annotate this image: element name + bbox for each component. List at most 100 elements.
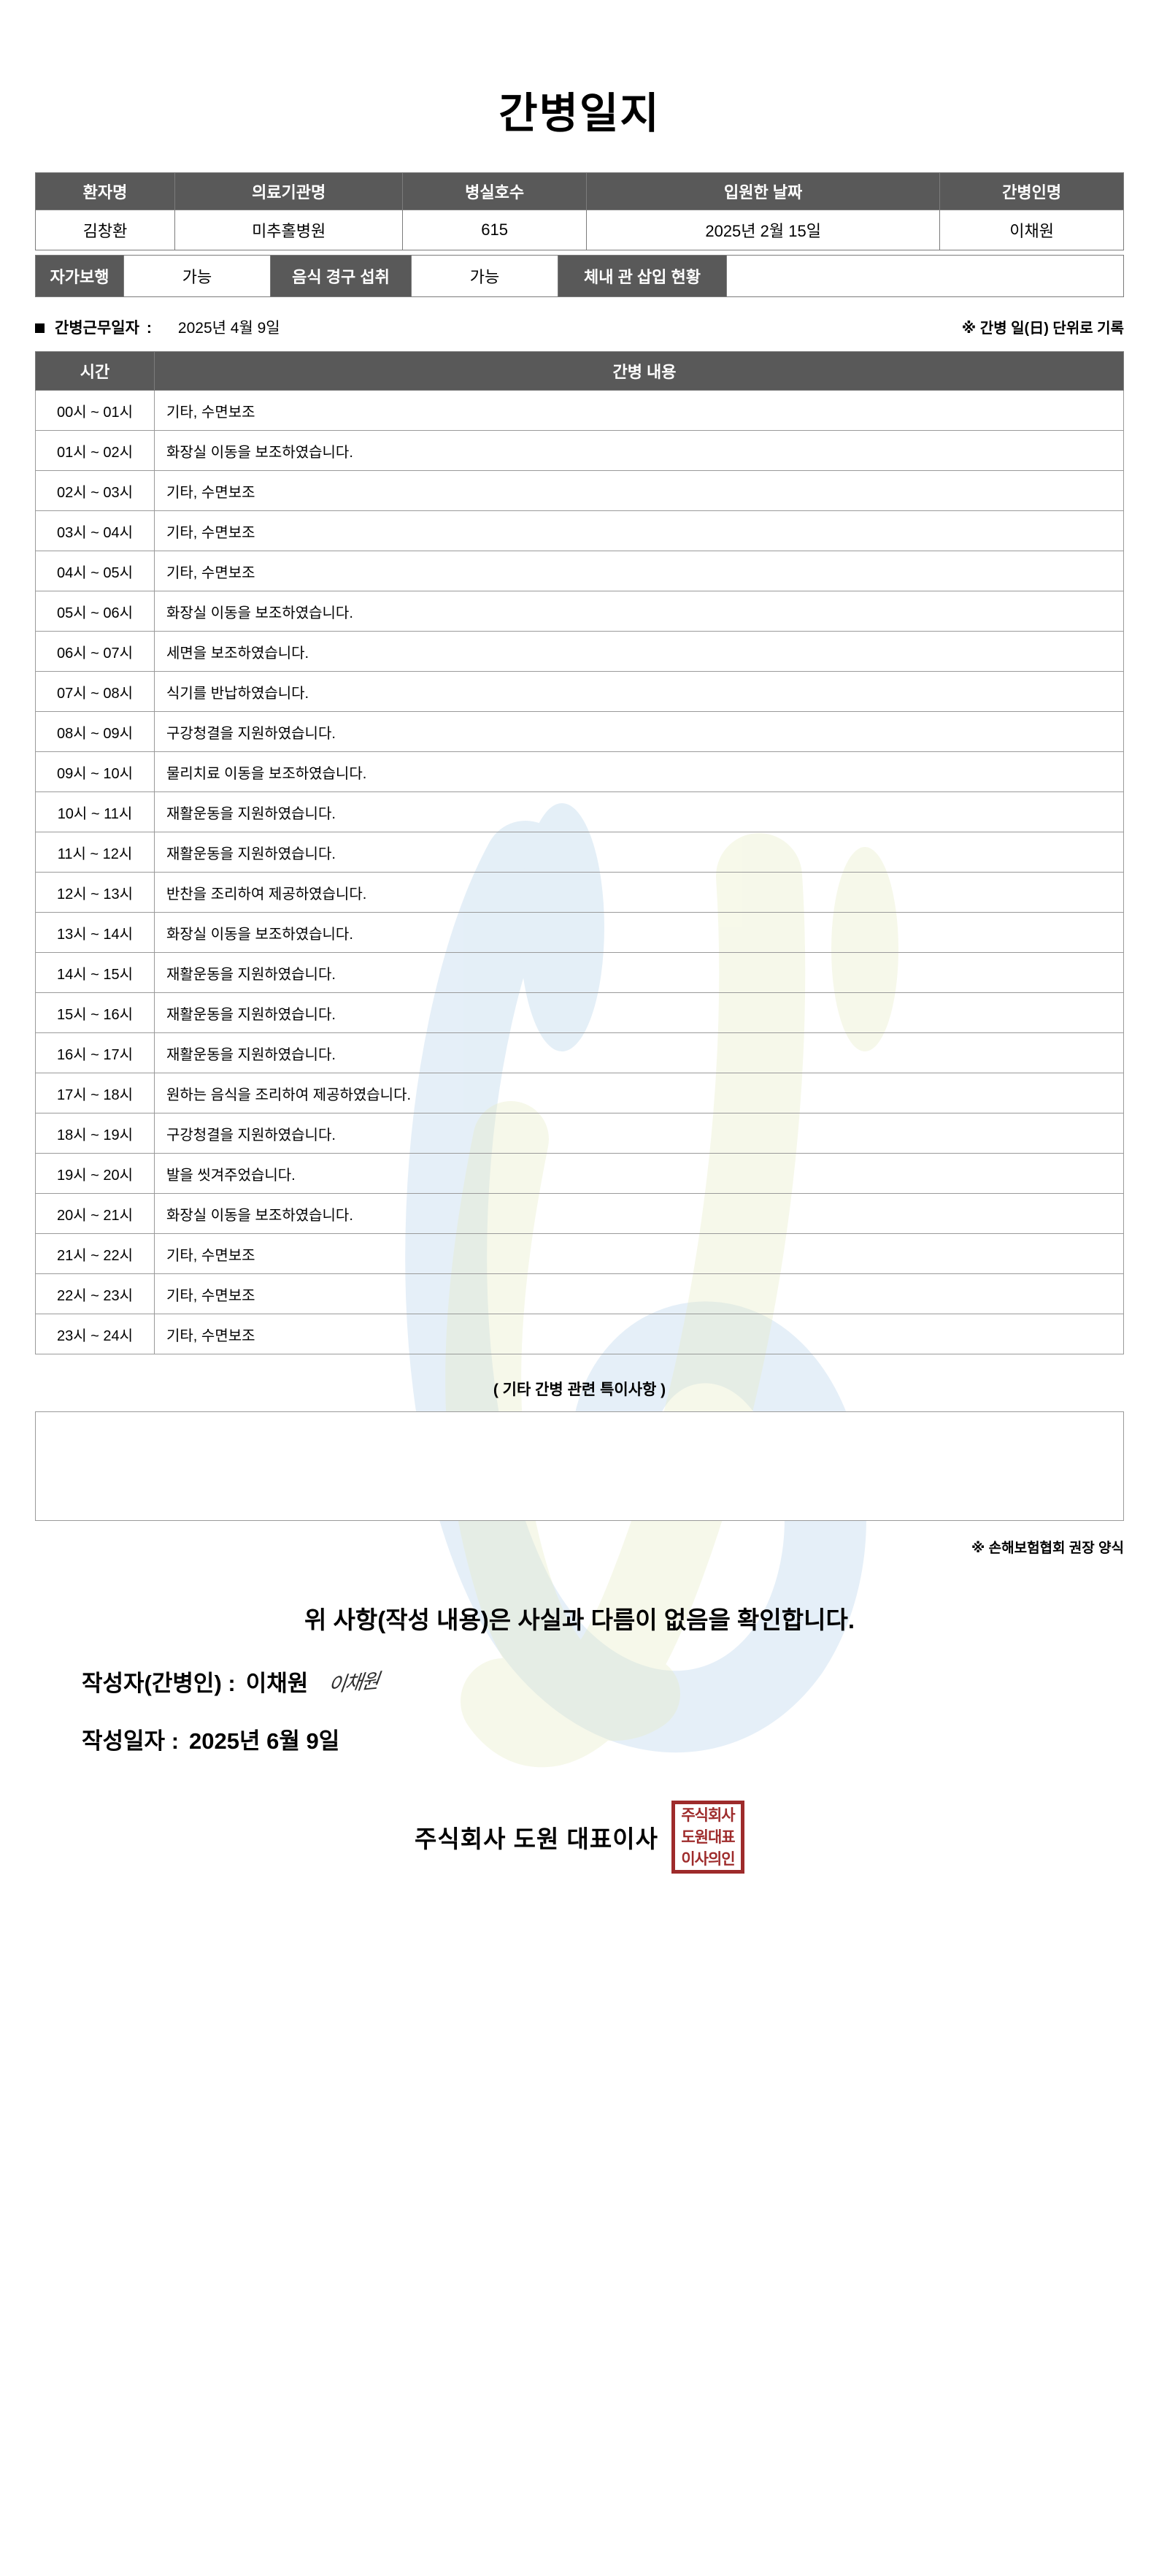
care-log-header-content: 간병 내용 bbox=[154, 351, 1124, 391]
care-log-row: 17시 ~ 18시 원하는 음식을 조리하여 제공하였습니다. bbox=[35, 1073, 1124, 1113]
care-log-content: 발을 씻겨주었습니다. bbox=[154, 1153, 1124, 1194]
seal-line-3: 이사의인 bbox=[681, 1849, 735, 1868]
care-log-content: 식기를 반납하였습니다. bbox=[154, 671, 1124, 712]
care-log-time: 23시 ~ 24시 bbox=[35, 1314, 155, 1354]
care-log-row: 19시 ~ 20시 발을 씻겨주었습니다. bbox=[35, 1153, 1124, 1194]
care-log-header-row: 시간 간병 내용 bbox=[35, 351, 1124, 391]
care-log-row: 12시 ~ 13시 반찬을 조리하여 제공하였습니다. bbox=[35, 872, 1124, 913]
care-log-content: 물리치료 이동을 보조하였습니다. bbox=[154, 751, 1124, 792]
value-self-ambulation: 가능 bbox=[123, 255, 271, 297]
care-log-content: 기타, 수면보조 bbox=[154, 390, 1124, 431]
value-oral-intake: 가능 bbox=[411, 255, 558, 297]
patient-info-header-row: 환자명 의료기관명 병실호수 입원한 날짜 간병인명 bbox=[34, 172, 1124, 210]
care-log-time: 13시 ~ 14시 bbox=[35, 912, 155, 953]
care-log-time: 09시 ~ 10시 bbox=[35, 751, 155, 792]
care-log-row: 14시 ~ 15시 재활운동을 지원하였습니다. bbox=[35, 952, 1124, 993]
care-log-time: 22시 ~ 23시 bbox=[35, 1273, 155, 1314]
care-log-row: 18시 ~ 19시 구강청결을 지원하였습니다. bbox=[35, 1113, 1124, 1154]
care-log-row: 04시 ~ 05시 기타, 수면보조 bbox=[35, 551, 1124, 591]
care-log-content: 구강청결을 지원하였습니다. bbox=[154, 1113, 1124, 1154]
work-date-line: 간병근무일자 : 2025년 4월 9일 ※ 간병 일(日) 단위로 기록 bbox=[35, 316, 1124, 338]
care-log-row: 05시 ~ 06시 화장실 이동을 보조하였습니다. bbox=[35, 591, 1124, 632]
care-log-content: 기타, 수면보조 bbox=[154, 1273, 1124, 1314]
author-name: 이채원 bbox=[245, 1671, 309, 1696]
remarks-textbox[interactable] bbox=[35, 1411, 1124, 1521]
header-patient-name: 환자명 bbox=[34, 172, 176, 210]
value-admission-date: 2025년 2월 15일 bbox=[585, 210, 941, 250]
header-caregiver-name: 간병인명 bbox=[939, 172, 1124, 210]
work-date-value: 2025년 4월 9일 bbox=[177, 320, 280, 337]
work-date-label: 간병근무일자 bbox=[55, 320, 139, 337]
seal-line-2: 도원대표 bbox=[681, 1828, 735, 1846]
handwritten-signature: 이채원 bbox=[327, 1669, 380, 1698]
care-log-content: 재활운동을 지원하였습니다. bbox=[154, 952, 1124, 993]
care-log-row: 16시 ~ 17시 재활운동을 지원하였습니다. bbox=[35, 1032, 1124, 1073]
care-log-content: 기타, 수면보조 bbox=[154, 510, 1124, 551]
care-log-content: 기타, 수면보조 bbox=[154, 551, 1124, 591]
care-log-content: 재활운동을 지원하였습니다. bbox=[154, 992, 1124, 1033]
care-log-content: 기타, 수면보조 bbox=[154, 1314, 1124, 1354]
care-log-row: 15시 ~ 16시 재활운동을 지원하였습니다. bbox=[35, 992, 1124, 1033]
work-date-group: 간병근무일자 : 2025년 4월 9일 bbox=[35, 316, 280, 338]
value-hospital-name: 미추홀병원 bbox=[174, 210, 404, 250]
company-name: 주식회사 도원 대표이사 bbox=[415, 1825, 658, 1852]
care-log-row: 22시 ~ 23시 기타, 수면보조 bbox=[35, 1273, 1124, 1314]
seal-line-1: 주식회사 bbox=[681, 1806, 735, 1824]
care-log-content: 기타, 수면보조 bbox=[154, 1233, 1124, 1274]
care-log-time: 00시 ~ 01시 bbox=[35, 390, 155, 431]
care-log-content: 반찬을 조리하여 제공하였습니다. bbox=[154, 872, 1124, 913]
corporate-seal-icon: 주식회사 도원대표 이사의인 bbox=[671, 1801, 744, 1874]
patient-info-table: 환자명 의료기관명 병실호수 입원한 날짜 간병인명 김창환 미추홀병원 615… bbox=[34, 172, 1124, 250]
care-log-time: 19시 ~ 20시 bbox=[35, 1153, 155, 1194]
care-log-time: 20시 ~ 21시 bbox=[35, 1193, 155, 1234]
care-log-time: 08시 ~ 09시 bbox=[35, 711, 155, 752]
care-log-row: 00시 ~ 01시 기타, 수면보조 bbox=[35, 390, 1124, 431]
care-log-time: 03시 ~ 04시 bbox=[35, 510, 155, 551]
label-self-ambulation: 자가보행 bbox=[35, 255, 124, 297]
header-room-number: 병실호수 bbox=[402, 172, 587, 210]
record-unit-note: ※ 간병 일(日) 단위로 기록 bbox=[961, 321, 1124, 337]
care-log-row: 11시 ~ 12시 재활운동을 지원하였습니다. bbox=[35, 832, 1124, 873]
patient-info-value-row: 김창환 미추홀병원 615 2025년 2월 15일 이채원 bbox=[34, 210, 1124, 250]
care-log-content: 재활운동을 지원하였습니다. bbox=[154, 1032, 1124, 1073]
care-log-time: 07시 ~ 08시 bbox=[35, 671, 155, 712]
care-log-row: 08시 ~ 09시 구강청결을 지원하였습니다. bbox=[35, 711, 1124, 752]
care-log-header-time: 시간 bbox=[35, 351, 155, 391]
care-log-content: 구강청결을 지원하였습니다. bbox=[154, 711, 1124, 752]
value-caregiver-name: 이채원 bbox=[939, 210, 1124, 250]
value-tube-insertion bbox=[726, 255, 1124, 297]
care-log-time: 06시 ~ 07시 bbox=[35, 631, 155, 672]
company-signature-row: 주식회사 도원 대표이사 주식회사 도원대표 이사의인 bbox=[35, 1801, 1124, 1874]
care-log-row: 06시 ~ 07시 세면을 보조하였습니다. bbox=[35, 631, 1124, 672]
care-log-content: 기타, 수면보조 bbox=[154, 470, 1124, 511]
care-log-row: 02시 ~ 03시 기타, 수면보조 bbox=[35, 470, 1124, 511]
care-log-content: 재활운동을 지원하였습니다. bbox=[154, 832, 1124, 873]
care-log-row: 21시 ~ 22시 기타, 수면보조 bbox=[35, 1233, 1124, 1274]
page-title: 간병일지 bbox=[498, 90, 661, 137]
care-log-time: 15시 ~ 16시 bbox=[35, 992, 155, 1033]
care-log-table: 시간 간병 내용 00시 ~ 01시 기타, 수면보조 01시 ~ 02시 화장실 이… bbox=[35, 351, 1124, 1354]
label-tube-insertion: 체내 관 삽입 현황 bbox=[558, 255, 727, 297]
remarks-title: ( 기타 간병 관련 특이사항 ) bbox=[493, 1381, 666, 1398]
care-log-row: 01시 ~ 02시 화장실 이동을 보조하였습니다. bbox=[35, 430, 1124, 471]
care-log-row: 09시 ~ 10시 물리치료 이동을 보조하였습니다. bbox=[35, 751, 1124, 792]
care-log-time: 16시 ~ 17시 bbox=[35, 1032, 155, 1073]
care-log-body: 00시 ~ 01시 기타, 수면보조 01시 ~ 02시 화장실 이동을 보조하였습니… bbox=[35, 390, 1124, 1354]
care-log-row: 07시 ~ 08시 식기를 반납하였습니다. bbox=[35, 671, 1124, 712]
write-date-row: 작성일자 : 2025년 6월 9일 bbox=[82, 1722, 1124, 1755]
work-date-colon: : bbox=[146, 320, 152, 337]
bullet-square-icon bbox=[35, 323, 45, 333]
care-log-time: 17시 ~ 18시 bbox=[35, 1073, 155, 1113]
patient-status-table: 자가보행 가능 음식 경구 섭취 가능 체내 관 삽입 현황 bbox=[35, 255, 1124, 297]
care-log-row: 10시 ~ 11시 재활운동을 지원하였습니다. bbox=[35, 791, 1124, 832]
care-log-row: 20시 ~ 21시 화장실 이동을 보조하였습니다. bbox=[35, 1193, 1124, 1234]
author-label: 작성자(간병인) : bbox=[82, 1671, 236, 1696]
value-room-number: 615 bbox=[402, 210, 587, 250]
write-date-label: 작성일자 : bbox=[82, 1728, 180, 1754]
care-log-time: 21시 ~ 22시 bbox=[35, 1233, 155, 1274]
care-log-time: 12시 ~ 13시 bbox=[35, 872, 155, 913]
care-log-content: 원하는 음식을 조리하여 제공하였습니다. bbox=[154, 1073, 1124, 1113]
care-log-row: 03시 ~ 04시 기타, 수면보조 bbox=[35, 510, 1124, 551]
care-log-time: 05시 ~ 06시 bbox=[35, 591, 155, 632]
